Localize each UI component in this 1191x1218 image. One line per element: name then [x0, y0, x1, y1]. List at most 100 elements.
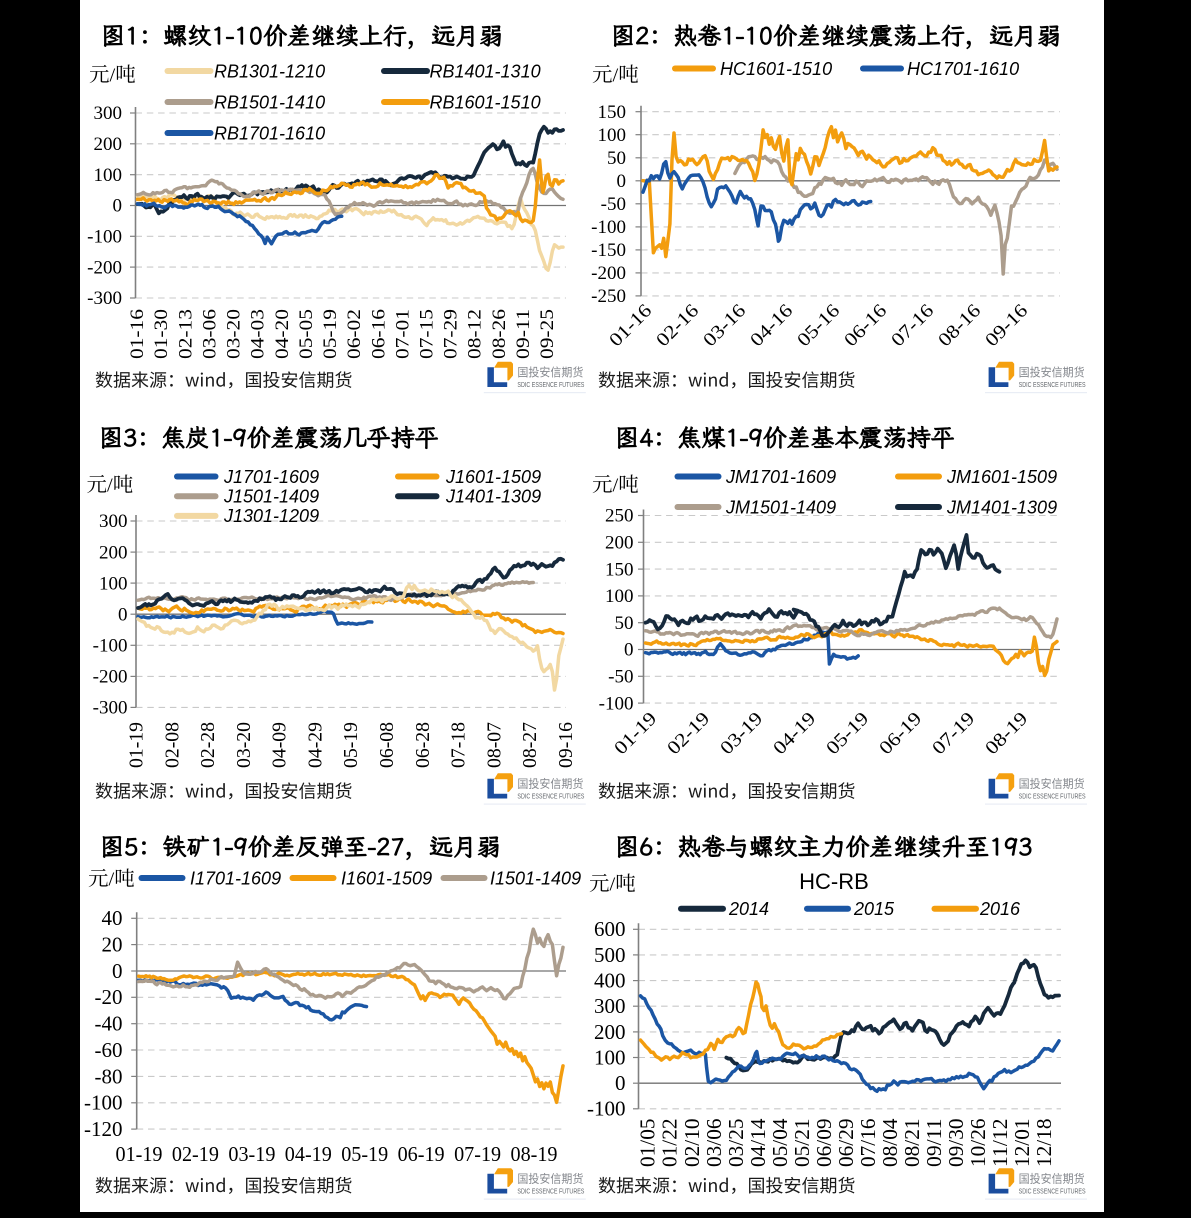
svg-text:01/05: 01/05 [636, 1119, 660, 1168]
svg-text:09-11: 09-11 [514, 309, 534, 359]
svg-text:04-29: 04-29 [304, 722, 326, 768]
svg-text:数据来源：wind，国投安信期货: 数据来源：wind，国投安信期货 [95, 367, 353, 393]
svg-text:200: 200 [94, 134, 123, 155]
svg-text:元/吨: 元/吨 [89, 58, 136, 88]
svg-text:01-16: 01-16 [128, 309, 148, 359]
svg-text:200: 200 [594, 1020, 626, 1044]
svg-text:04-09: 04-09 [269, 722, 291, 768]
svg-text:数据来源：wind，国投安信期货: 数据来源：wind，国投安信期货 [95, 778, 353, 804]
svg-text:RB1401-1310: RB1401-1310 [430, 61, 541, 81]
svg-text:数据来源：wind，国投安信期货: 数据来源：wind，国投安信期货 [598, 778, 856, 804]
svg-text:J1701-1609: J1701-1609 [223, 467, 319, 487]
svg-text:07-01: 07-01 [393, 309, 413, 359]
svg-text:-40: -40 [95, 1012, 123, 1036]
svg-text:08/04: 08/04 [878, 1118, 902, 1167]
svg-text:07-19: 07-19 [454, 1142, 501, 1166]
svg-text:-100: -100 [599, 693, 634, 714]
svg-text:-100: -100 [591, 217, 626, 238]
svg-text:0: 0 [617, 171, 627, 192]
svg-text:02-13: 02-13 [176, 309, 196, 359]
svg-text:0: 0 [112, 959, 123, 983]
svg-text:04-19: 04-19 [285, 1142, 332, 1166]
svg-text:HC1701-1610: HC1701-1610 [907, 59, 1019, 79]
svg-text:-50: -50 [608, 667, 633, 688]
svg-text:06-28: 06-28 [412, 722, 434, 768]
svg-text:40: 40 [102, 906, 123, 930]
svg-text:05-19: 05-19 [340, 722, 362, 768]
svg-text:2015: 2015 [853, 899, 895, 919]
svg-text:I1501-1409: I1501-1409 [490, 868, 581, 888]
svg-text:10/26: 10/26 [966, 1119, 990, 1168]
svg-text:100: 100 [594, 1045, 626, 1069]
svg-text:-200: -200 [591, 263, 626, 284]
svg-text:12/01: 12/01 [1010, 1119, 1034, 1168]
svg-text:图2：热卷1-10价差继续震荡上行，远月弱: 图2：热卷1-10价差继续震荡上行，远月弱 [611, 16, 1061, 51]
svg-text:08-07: 08-07 [483, 722, 505, 768]
svg-text:01/22: 01/22 [658, 1119, 682, 1168]
svg-text:J1401-1309: J1401-1309 [445, 487, 541, 507]
svg-text:12/18: 12/18 [1032, 1119, 1056, 1168]
svg-text:07-15: 07-15 [418, 309, 438, 359]
svg-text:-100: -100 [93, 636, 128, 657]
svg-text:JM1701-1609: JM1701-1609 [725, 467, 836, 487]
svg-text:RB1501-1410: RB1501-1410 [214, 92, 325, 112]
svg-text:2014: 2014 [728, 899, 769, 919]
svg-text:01-19: 01-19 [116, 1142, 163, 1166]
svg-text:20: 20 [102, 933, 123, 957]
svg-text:300: 300 [94, 103, 123, 124]
svg-text:50: 50 [607, 148, 626, 169]
svg-text:0: 0 [624, 640, 634, 661]
svg-text:03-20: 03-20 [225, 309, 245, 359]
svg-text:150: 150 [605, 559, 634, 580]
svg-text:元/吨: 元/吨 [589, 867, 636, 897]
svg-text:100: 100 [99, 573, 128, 594]
svg-text:07/16: 07/16 [856, 1119, 880, 1168]
svg-text:05/04: 05/04 [768, 1118, 792, 1167]
svg-text:图4：焦煤1-9价差基本震荡持平: 图4：焦煤1-9价差基本震荡持平 [615, 418, 955, 453]
svg-text:HC1601-1510: HC1601-1510 [720, 59, 832, 79]
svg-text:元/吨: 元/吨 [88, 862, 135, 892]
svg-text:-150: -150 [591, 240, 626, 261]
svg-text:-100: -100 [587, 1097, 626, 1121]
svg-text:11/12: 11/12 [988, 1119, 1012, 1168]
svg-text:数据来源：wind，国投安信期货: 数据来源：wind，国投安信期货 [598, 1172, 856, 1198]
svg-text:05-19: 05-19 [341, 1142, 388, 1166]
svg-text:09-25: 09-25 [538, 309, 558, 359]
svg-text:-100: -100 [87, 227, 122, 248]
svg-text:I1701-1609: I1701-1609 [190, 868, 281, 888]
svg-text:04-03: 04-03 [249, 309, 269, 359]
svg-text:400: 400 [594, 969, 626, 993]
svg-text:01-19: 01-19 [126, 722, 148, 768]
svg-text:RB1701-1610: RB1701-1610 [214, 123, 325, 143]
svg-text:08-27: 08-27 [519, 722, 541, 768]
svg-text:02-19: 02-19 [172, 1142, 219, 1166]
svg-text:04/14: 04/14 [746, 1118, 770, 1167]
svg-text:-60: -60 [95, 1038, 123, 1062]
svg-text:-100: -100 [84, 1091, 123, 1115]
svg-text:05-19: 05-19 [321, 309, 341, 359]
svg-text:250: 250 [605, 506, 634, 527]
svg-text:HC-RB: HC-RB [799, 869, 869, 894]
svg-text:02-28: 02-28 [197, 722, 219, 768]
svg-text:100: 100 [598, 125, 627, 146]
svg-text:150: 150 [598, 102, 627, 123]
svg-text:图6：热卷与螺纹主力价差继续升至193: 图6：热卷与螺纹主力价差继续升至193 [615, 827, 1033, 862]
svg-text:300: 300 [99, 511, 128, 532]
svg-text:2016: 2016 [979, 899, 1021, 919]
svg-text:600: 600 [594, 917, 626, 941]
svg-text:08-26: 08-26 [490, 309, 510, 359]
svg-text:06-16: 06-16 [369, 309, 389, 359]
svg-text:-120: -120 [84, 1117, 123, 1141]
svg-text:-200: -200 [93, 667, 128, 688]
svg-text:0: 0 [615, 1071, 626, 1095]
svg-text:RB1301-1210: RB1301-1210 [214, 61, 325, 81]
svg-text:07-18: 07-18 [448, 722, 470, 768]
svg-text:06-08: 06-08 [376, 722, 398, 768]
svg-text:200: 200 [99, 542, 128, 563]
svg-text:元/吨: 元/吨 [87, 468, 134, 498]
svg-text:-50: -50 [601, 194, 626, 215]
svg-text:03/25: 03/25 [724, 1119, 748, 1168]
svg-text:06-19: 06-19 [398, 1142, 445, 1166]
svg-text:数据来源：wind，国投安信期货: 数据来源：wind，国投安信期货 [598, 367, 856, 393]
svg-text:08/21: 08/21 [900, 1119, 924, 1168]
